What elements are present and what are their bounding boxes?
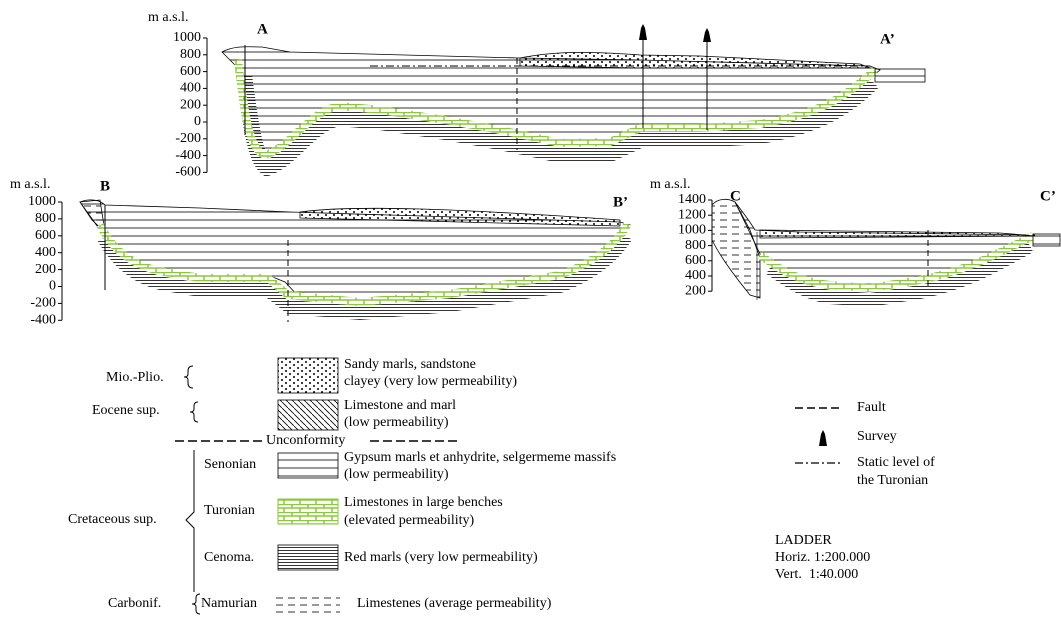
- tick-label: 800: [35, 211, 56, 226]
- sandy-layer: [519, 51, 871, 69]
- tick-label: 200: [685, 283, 706, 298]
- tick-label: 1000: [173, 30, 201, 45]
- tick-label: -200: [175, 131, 201, 146]
- tick-label: 1200: [678, 207, 706, 222]
- brace: [185, 450, 195, 592]
- section-label: C’: [1040, 188, 1056, 204]
- brace: [191, 593, 201, 615]
- stage-label: Cenoma.: [204, 550, 254, 565]
- tick-label: 400: [685, 268, 706, 283]
- turonian-layer: [757, 232, 1035, 293]
- tick-label: 800: [685, 238, 706, 253]
- legend-text: (elevated permeability): [344, 513, 475, 528]
- tick-label: 1000: [678, 223, 706, 238]
- tick-label: 0: [194, 114, 201, 129]
- legend-swatch: [277, 399, 339, 431]
- survey-symbol: [819, 430, 827, 446]
- survey-icon: [703, 28, 711, 42]
- stage-label: Senonian: [204, 457, 256, 472]
- tick-label: -600: [175, 165, 201, 180]
- tick-label: -200: [30, 296, 56, 311]
- tick-label: 200: [180, 97, 201, 112]
- tick-label: 1000: [28, 194, 56, 209]
- legend-swatch: [275, 592, 340, 617]
- legend-text: clayey (very low permeability): [344, 374, 517, 389]
- tick-label: 400: [180, 81, 201, 96]
- unit-label: m a.s.l.: [10, 177, 50, 192]
- sandy-layer: [299, 207, 621, 227]
- stage-label: Turonian: [204, 503, 255, 518]
- unit-label: m a.s.l.: [650, 177, 690, 192]
- tick-label: 400: [35, 245, 56, 260]
- legend-swatch: [277, 498, 339, 525]
- tick-label: 600: [35, 228, 56, 243]
- symbol-label: Static level of: [857, 455, 935, 470]
- tick-label: 600: [180, 64, 201, 79]
- legend-text: Limestone and marl: [344, 398, 456, 413]
- unconformity-label: Unconformity: [266, 433, 345, 448]
- legend: Mio.-Plio. Sandy marls, sandstone clayey…: [68, 357, 935, 617]
- stage-label: Namurian: [201, 596, 257, 611]
- unit-label: m a.s.l.: [148, 10, 188, 25]
- namurian-layer: [711, 198, 761, 299]
- layer-extension: [1032, 233, 1061, 247]
- legend-swatch: [277, 452, 339, 479]
- tick-label: 800: [180, 47, 201, 62]
- section-b: m a.s.l. B B’: [10, 177, 632, 322]
- legend-text: Sandy marls, sandstone: [344, 357, 476, 372]
- legend-text: (low permeability): [344, 467, 449, 482]
- section-c: m a.s.l. C C’: [650, 177, 1061, 308]
- symbol-label: Fault: [857, 400, 886, 415]
- tick-label: -400: [30, 313, 56, 328]
- cenomanian-layer: [765, 239, 1034, 308]
- section-label: A: [257, 21, 268, 37]
- symbol-label: Survey: [857, 429, 897, 444]
- age-label: Mio.-Plio.: [106, 370, 164, 385]
- legend-text: (low permeability): [344, 415, 449, 430]
- section-label: C: [730, 188, 741, 204]
- scale-text: Vert. 1:40.000: [775, 567, 858, 582]
- legend-swatch: [277, 544, 339, 571]
- symbol-label: the Turonian: [857, 473, 928, 488]
- legend-text: Limestenes (average permeability): [357, 596, 552, 611]
- cenomanian-layer: [97, 232, 632, 321]
- scale-text: Horiz. 1:200.000: [775, 550, 870, 565]
- legend-text: Gypsum marls et anhydrite, selgermeme ma…: [344, 450, 616, 465]
- legend-text: Red marls (very low permeability): [344, 550, 538, 565]
- age-label: Cretaceous sup.: [68, 512, 157, 527]
- tick-label: -400: [175, 148, 201, 163]
- turonian-layer: [234, 59, 878, 160]
- age-label: Carbonif.: [108, 596, 161, 611]
- age-label: Eocene sup.: [92, 403, 160, 418]
- brace: [183, 365, 194, 389]
- brace: [189, 401, 199, 423]
- tick-label: 0: [49, 279, 56, 294]
- scale-title: LADDER: [775, 533, 832, 548]
- legend-text: Limestones in large benches: [344, 495, 503, 510]
- section-a: m a.s.l. A A’: [148, 10, 926, 177]
- tick-label: 200: [35, 262, 56, 277]
- section-label: A’: [880, 31, 895, 47]
- layer-extension: [874, 68, 926, 83]
- section-label: B’: [613, 194, 628, 210]
- tick-label: 1400: [678, 192, 706, 207]
- section-label: B: [100, 178, 110, 194]
- legend-swatch: [277, 357, 339, 394]
- tick-label: 600: [685, 253, 706, 268]
- survey-icon: [639, 24, 647, 40]
